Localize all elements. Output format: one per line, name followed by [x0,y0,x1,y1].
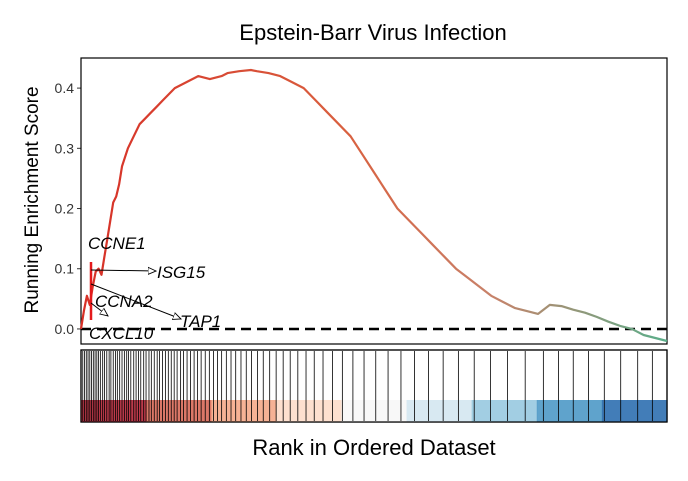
rank-color-segment [406,400,473,422]
rank-color-segment [471,400,538,422]
gene-annotations: CCNE1 ISG15 CCNA2 TAP1 CXCL10 [88,234,221,343]
rank-color-segment [601,400,668,422]
plot-panel [80,57,668,345]
rank-panel-border [80,349,668,423]
x-axis-label: Rank in Ordered Dataset [252,435,495,460]
y-tick-label: 0.0 [55,321,75,337]
gene-label-ccna2: CCNA2 [95,292,153,311]
rank-color-segment [536,400,603,422]
y-tick-label: 0.4 [55,80,75,96]
gene-label-cxcl10: CXCL10 [89,324,154,343]
y-axis-label: Running Enrichment Score [22,86,43,313]
gene-label-tap1: TAP1 [180,312,221,331]
rank-color-bar [81,400,668,422]
tap1-arrow [90,283,181,319]
y-axis-ticks: 0.0 0.1 0.2 0.3 0.4 [55,80,81,337]
gene-label-isg15: ISG15 [157,263,206,282]
y-tick-label: 0.3 [55,140,75,156]
rank-color-segment [341,400,408,422]
running-es-line [79,68,668,343]
rank-color-segment [211,400,277,422]
rank-color-segment [81,400,147,422]
chart-title: Epstein-Barr Virus Infection [239,20,506,45]
y-tick-label: 0.1 [55,261,75,277]
rank-color-segment [146,400,212,422]
isg15-arrow [90,270,156,271]
gene-label-ccne1: CCNE1 [88,234,146,253]
gene-hit-ticks [82,351,653,421]
ccna2-arrow [90,302,108,316]
y-tick-label: 0.2 [55,201,75,217]
rank-color-segment [276,400,343,422]
